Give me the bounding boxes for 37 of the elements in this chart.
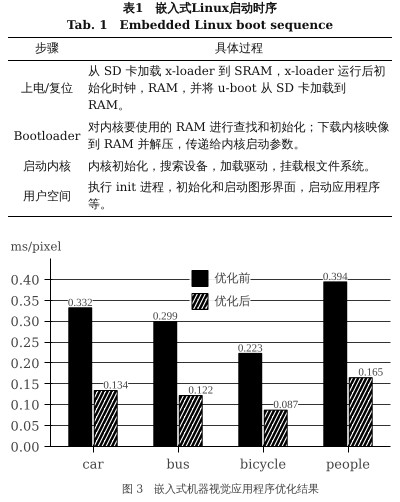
text: Tab. 1 Embedded Linux boot sequence bbox=[66, 17, 334, 34]
x-tick-label: car bbox=[82, 458, 104, 472]
y-tick-label: 0.35 bbox=[10, 294, 40, 310]
data-label: 0.299 bbox=[152, 310, 178, 323]
text: 执行 init 进程，初始化和启动图形界面，启动应用程序等。 bbox=[87, 179, 381, 214]
data-label: 0.122 bbox=[188, 384, 214, 397]
text: 内核初始化，搜索设备，加载驱动，挂载根文件系统。 bbox=[87, 158, 377, 175]
y-tick-label: 0.25 bbox=[10, 336, 40, 352]
data-label: 0.134 bbox=[103, 380, 129, 392]
text: 启动内核 bbox=[22, 158, 72, 175]
data-label: 0.332 bbox=[68, 296, 93, 309]
text: 具体过程 bbox=[86, 38, 392, 60]
y-tick-label: 0.10 bbox=[10, 398, 40, 414]
y-tick-label: 0.15 bbox=[10, 378, 40, 393]
data-label: 0.394 bbox=[322, 270, 348, 283]
data-label: 0.165 bbox=[358, 366, 384, 379]
data-label: 0.223 bbox=[238, 342, 264, 354]
x-tick-label: bus bbox=[166, 458, 190, 472]
y-axis-title: ms/pixel bbox=[10, 240, 62, 254]
text: 步骤 bbox=[8, 38, 86, 60]
text: 图 3 嵌入式机器视觉应用程序优化结果 bbox=[122, 482, 320, 496]
data-label: 0.087 bbox=[273, 399, 299, 412]
y-tick-label: 0.00 bbox=[10, 440, 40, 456]
text: 对内核要使用的 RAM 进行查找和初始化；下载内核映像到 RAM 并解压，传递给内核启动参数。 bbox=[87, 118, 391, 154]
text: 从 SD 卡加载 x-loader 到 SRAM，x-loader 运行后初始化时钟，RAM，并将 u-boot 从 SD 卡加载到 RAM。 bbox=[87, 62, 387, 114]
text: 表1 嵌入式Linux启动时序 bbox=[122, 0, 278, 17]
y-tick-label: 0.40 bbox=[10, 273, 40, 288]
y-tick-label: 0.05 bbox=[10, 420, 40, 435]
text: Bootloader bbox=[12, 128, 82, 145]
y-tick-label: 0.20 bbox=[10, 356, 40, 372]
y-tick-label: 0.30 bbox=[10, 315, 40, 330]
text: 上电/复位 bbox=[20, 80, 74, 98]
legend-label: 优化前 bbox=[214, 270, 250, 286]
legend-label: 优化后 bbox=[214, 292, 250, 310]
x-tick-label: people bbox=[326, 458, 370, 472]
text: 用户空间 bbox=[22, 188, 72, 205]
x-tick-label: bicycle bbox=[240, 458, 286, 472]
